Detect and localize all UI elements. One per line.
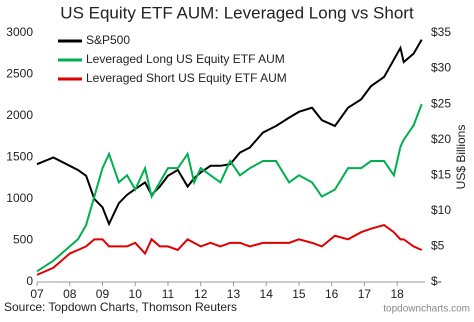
y2-axis-label: US$ Billions xyxy=(454,125,468,190)
y-tick-label: 2500 xyxy=(6,67,33,81)
series-line xyxy=(36,39,423,227)
series-line xyxy=(36,223,423,276)
legend-label: Leveraged Short US Equity ETF AUM xyxy=(86,71,287,85)
x-tick-label: 09 xyxy=(96,287,110,301)
y-tick-label: 500 xyxy=(13,233,33,247)
y2-tick-label: $15 xyxy=(431,167,451,181)
y-tick-label: 3000 xyxy=(6,25,33,39)
x-tick-label: 10 xyxy=(129,287,143,301)
y2-tick-label: $10 xyxy=(431,203,451,217)
x-tick-label: 12 xyxy=(194,287,208,301)
x-tick-label: 11 xyxy=(162,287,175,301)
chart-title: US Equity ETF AUM: Leveraged Long vs Sho… xyxy=(60,3,414,22)
y2-tick-label: $5 xyxy=(431,239,445,253)
x-tick-label: 15 xyxy=(292,287,306,301)
x-tick-label: 14 xyxy=(260,287,274,301)
y-tick-label: 2000 xyxy=(6,108,33,122)
y-tick-label: 1500 xyxy=(6,150,33,164)
x-tick-label: 08 xyxy=(63,287,77,301)
x-tick-label: 18 xyxy=(390,287,404,301)
y-tick-label: 0 xyxy=(26,274,33,288)
source: Source: Topdown Charts, Thomson Reuters xyxy=(4,300,237,314)
y2-tick-label: $35 xyxy=(431,25,451,39)
series-line xyxy=(36,103,423,273)
y2-tick-label: $- xyxy=(431,274,442,288)
y2-tick-label: $30 xyxy=(431,61,451,75)
x-tick-label: 16 xyxy=(325,287,339,301)
y2-tick-label: $20 xyxy=(431,132,451,146)
y-tick-label: 1000 xyxy=(6,191,33,205)
watermark: topdowncharts.com xyxy=(383,304,470,315)
x-tick-label: 07 xyxy=(30,287,44,301)
legend-label: Leveraged Long US Equity ETF AUM xyxy=(86,52,285,66)
y2-tick-label: $25 xyxy=(431,96,451,110)
legend-label: S&P500 xyxy=(86,33,130,47)
x-tick-label: 13 xyxy=(227,287,241,301)
x-tick-label: 17 xyxy=(358,287,372,301)
